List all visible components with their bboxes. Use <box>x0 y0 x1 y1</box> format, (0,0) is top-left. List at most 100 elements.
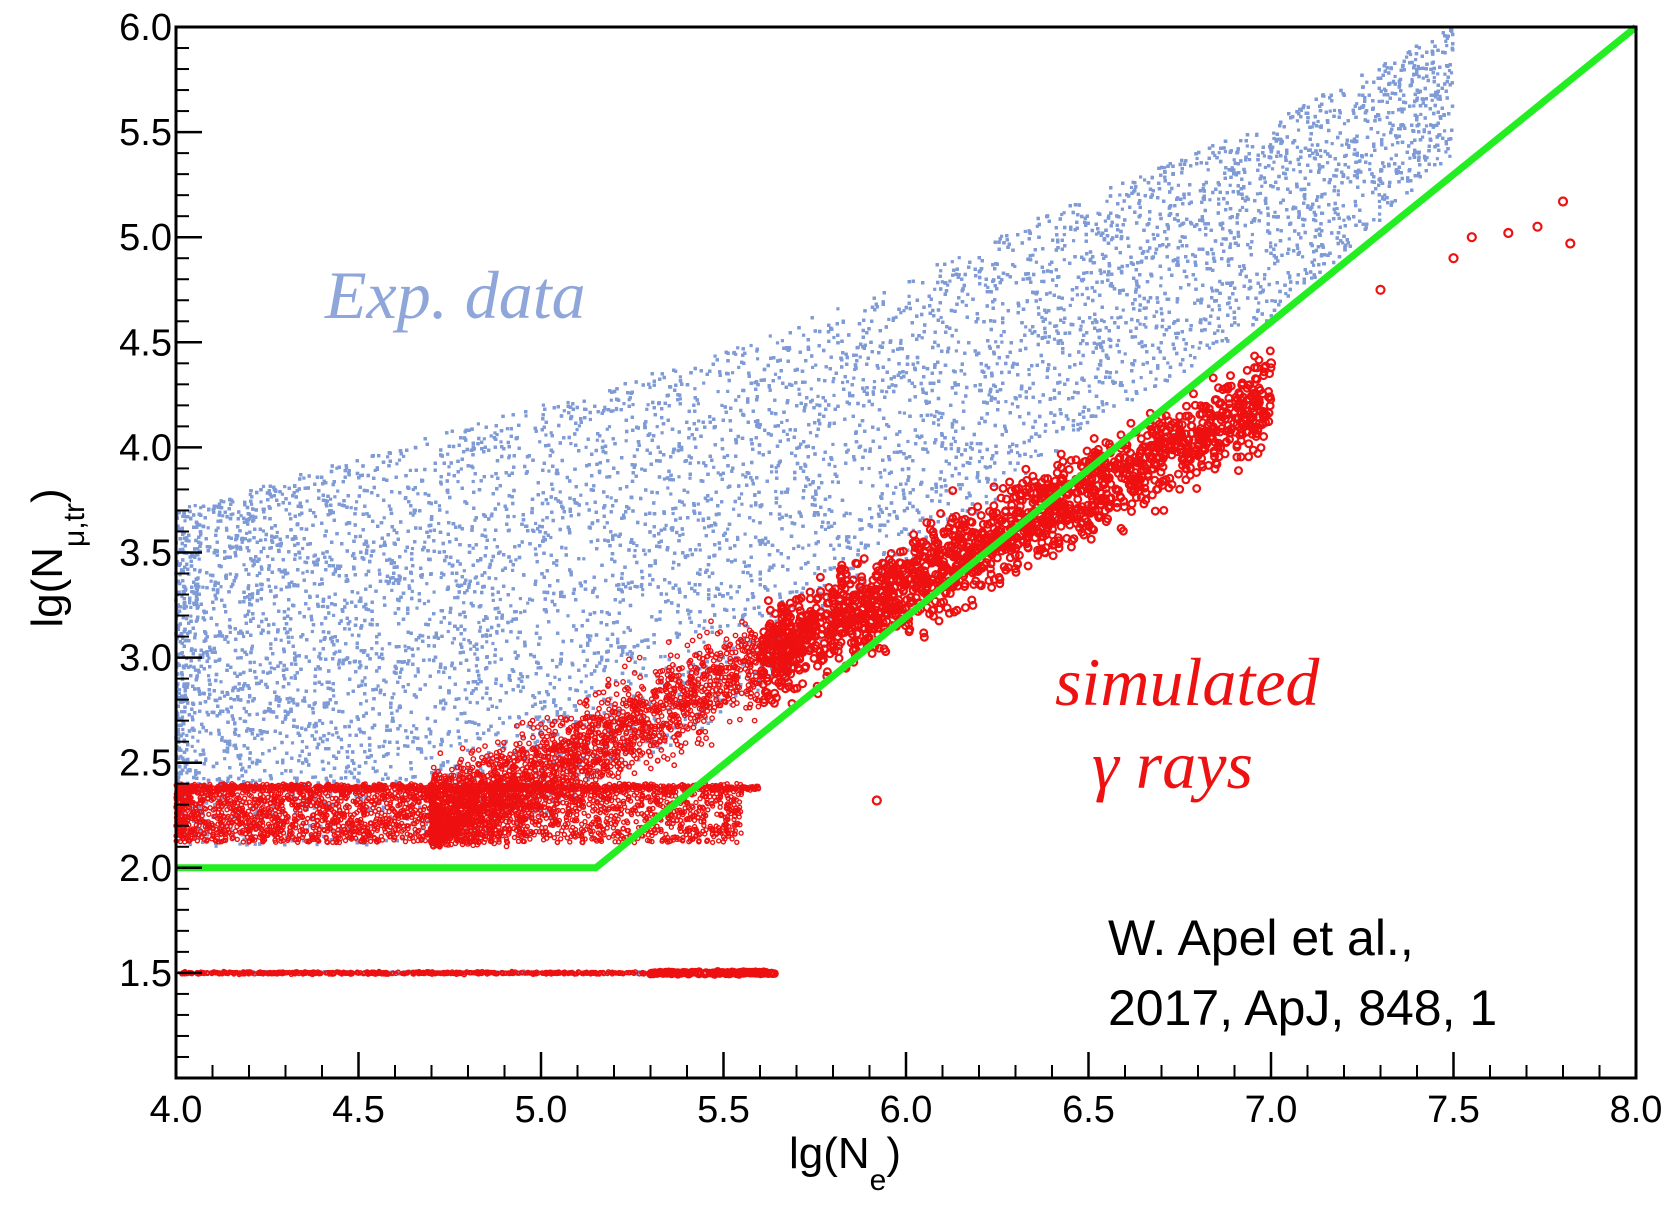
exp-data-point <box>1117 338 1121 343</box>
exp-data-point <box>1272 131 1276 135</box>
exp-data-point <box>188 843 192 847</box>
exp-data-point <box>1257 301 1261 305</box>
exp-data-point <box>832 521 837 525</box>
exp-data-point <box>1355 151 1359 155</box>
exp-data-point <box>809 387 813 391</box>
exp-data-point <box>437 504 442 508</box>
exp-data-point <box>455 717 459 721</box>
exp-data-point <box>678 397 682 401</box>
exp-data-point <box>1159 276 1163 280</box>
exp-data-point <box>219 585 223 589</box>
exp-data-point <box>987 344 991 348</box>
exp-data-point <box>1288 276 1292 280</box>
exp-data-point <box>510 619 514 623</box>
exp-data-point <box>737 394 741 399</box>
exp-data-point <box>719 582 723 586</box>
exp-data-point <box>780 420 784 424</box>
exp-data-point <box>1151 232 1155 237</box>
exp-data-point <box>327 731 331 736</box>
exp-data-point <box>1113 380 1117 385</box>
exp-data-point <box>493 660 497 664</box>
exp-data-point <box>1180 235 1184 239</box>
exp-data-point <box>1133 335 1138 339</box>
exp-data-point <box>517 677 521 681</box>
exp-data-point <box>1270 299 1274 303</box>
exp-data-point <box>1000 340 1004 344</box>
exp-data-point <box>463 688 467 692</box>
exp-data-point <box>548 816 553 820</box>
exp-data-point <box>904 371 909 375</box>
exp-data-point <box>1317 227 1321 231</box>
exp-data-point <box>702 526 707 530</box>
exp-data-point <box>876 366 880 370</box>
exp-data-point <box>397 645 401 649</box>
exp-data-point <box>770 566 774 570</box>
exp-data-point <box>331 733 335 737</box>
exp-data-point <box>1382 197 1386 201</box>
exp-data-point <box>1111 284 1115 288</box>
exp-data-point <box>261 529 265 533</box>
exp-data-point <box>441 763 445 768</box>
exp-data-point <box>584 674 588 678</box>
exp-data-point <box>377 568 381 572</box>
exp-data-point <box>446 629 450 634</box>
exp-data-point <box>904 482 908 486</box>
exp-data-point <box>1206 168 1210 172</box>
exp-data-point <box>546 502 550 506</box>
exp-data-point <box>511 568 515 572</box>
exp-data-point <box>712 465 716 469</box>
exp-data-point <box>367 608 371 612</box>
exp-data-point <box>566 614 570 618</box>
exp-data-point <box>1377 99 1381 103</box>
exp-data-point <box>613 533 618 537</box>
exp-data-point <box>1218 308 1222 312</box>
exp-data-point <box>683 717 687 722</box>
exp-data-point <box>395 709 399 713</box>
exp-data-point <box>1352 174 1357 178</box>
exp-data-point <box>1283 172 1288 176</box>
exp-data-point <box>899 376 903 380</box>
exp-data-point <box>1272 136 1276 141</box>
exp-data-point <box>1353 148 1357 152</box>
exp-data-point <box>1436 97 1440 101</box>
exp-data-point <box>246 727 250 731</box>
exp-data-point <box>395 462 399 466</box>
exp-data-point <box>902 527 906 531</box>
exp-data-point <box>785 418 789 423</box>
exp-data-point <box>666 599 670 603</box>
exp-data-point <box>273 746 277 750</box>
exp-data-point <box>1223 150 1227 154</box>
exp-data-point <box>474 575 478 579</box>
exp-data-point <box>671 566 675 570</box>
exp-data-point <box>1353 169 1357 173</box>
exp-data-point <box>320 604 324 609</box>
exp-data-point <box>1004 400 1008 404</box>
exp-data-point <box>892 450 896 454</box>
exp-data-point <box>1096 211 1100 215</box>
exp-data-point <box>469 647 473 651</box>
exp-data-point <box>457 697 461 701</box>
exp-data-point <box>410 589 414 593</box>
exp-data-point <box>1165 245 1169 249</box>
exp-data-point <box>1062 211 1066 215</box>
exp-data-point <box>702 626 706 630</box>
exp-data-point <box>245 531 249 535</box>
exp-data-point <box>1416 174 1421 178</box>
exp-data-point <box>1392 79 1396 83</box>
exp-data-point <box>557 677 562 682</box>
exp-data-point <box>916 361 920 365</box>
exp-data-point <box>815 403 819 407</box>
exp-data-point <box>1421 76 1425 80</box>
exp-data-point <box>584 690 588 694</box>
exp-data-point <box>1259 211 1263 215</box>
exp-data-point <box>858 355 862 359</box>
exp-data-point <box>1062 233 1066 237</box>
exp-data-point <box>806 560 810 564</box>
exp-data-point <box>551 450 555 454</box>
exp-data-point <box>193 504 197 508</box>
exp-data-point <box>1213 153 1217 158</box>
exp-data-point <box>553 675 557 679</box>
exp-data-point <box>318 582 322 586</box>
exp-data-point <box>968 445 972 449</box>
exp-data-point <box>902 309 906 313</box>
